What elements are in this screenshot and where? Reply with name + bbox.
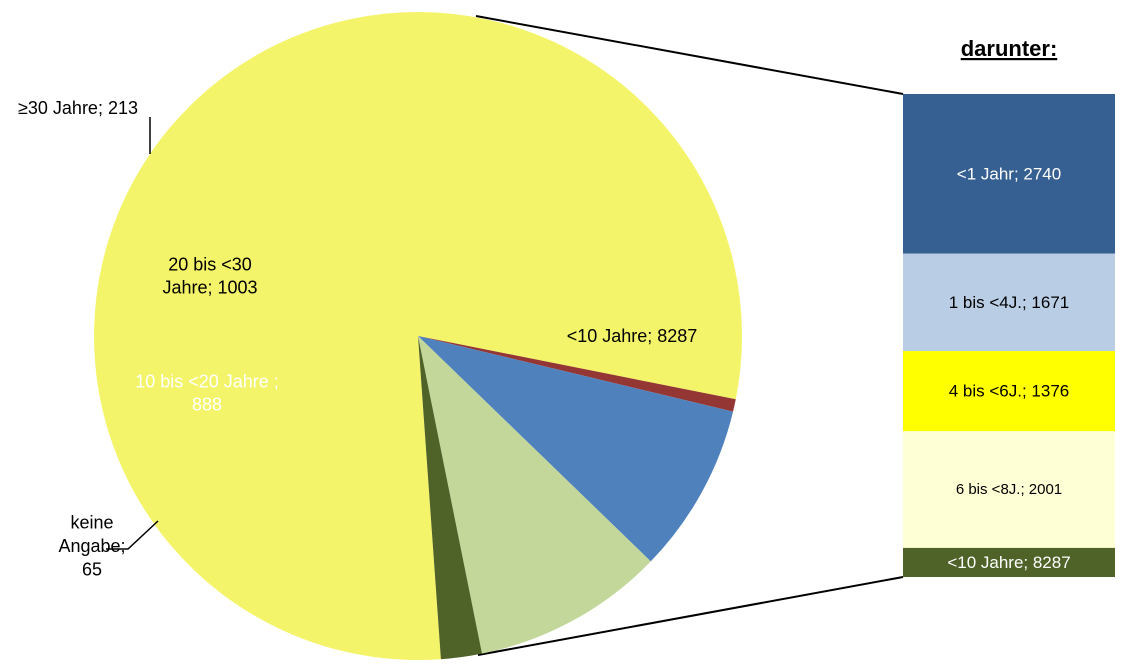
- pie-slice-label: ≥30 Jahre; 213: [18, 98, 138, 118]
- pie-slice-label: 10 bis <20 Jahre ; 888: [135, 371, 279, 414]
- breakdown-title: darunter:: [961, 36, 1058, 61]
- breakdown-segment: [903, 253, 1115, 352]
- connector-line-bottom: [477, 576, 904, 656]
- pie-slice-label: <10 Jahre; 8287: [567, 326, 698, 346]
- pie-slice-label: keine Angabe; 65: [58, 513, 125, 580]
- pie-slice: [94, 12, 743, 661]
- breakdown-segment-label: 1 bis <4J.; 1671: [949, 293, 1070, 312]
- pie-slice-label: 20 bis <30 Jahre; 1003: [162, 254, 257, 297]
- pie-slice: [418, 336, 651, 654]
- breakdown-segment: [903, 94, 1115, 254]
- connector-line-top: [475, 15, 904, 95]
- breakdown-segment-label: 4 bis <6J.; 1376: [949, 382, 1070, 401]
- pie-slice: [418, 336, 734, 562]
- breakdown-segment-label: 6 bis <8J.; 2001: [956, 481, 1062, 498]
- breakdown-segment: [903, 431, 1115, 548]
- breakdown-segment: [903, 547, 1115, 577]
- breakdown-segment-label: <1 Jahr; 2740: [957, 164, 1061, 183]
- label-leader-line: [106, 520, 159, 550]
- breakdown-segment-label: <10 Jahre; 8287: [947, 553, 1070, 572]
- pie-slice: [418, 336, 482, 660]
- breakdown-segment: [903, 351, 1115, 432]
- pie-slice: [418, 336, 736, 412]
